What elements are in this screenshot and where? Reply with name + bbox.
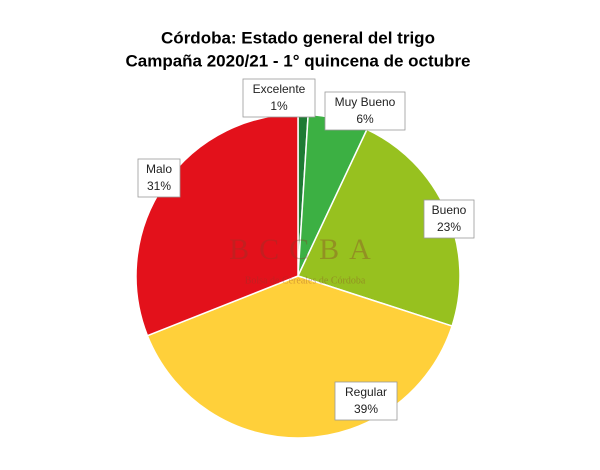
value-label: 1%: [270, 99, 288, 113]
label-box: [137, 158, 181, 198]
value-label: 31%: [147, 179, 171, 193]
value-label: 23%: [437, 220, 461, 234]
watermark-text: BCCBA: [229, 233, 381, 266]
category-label: Excelente: [253, 82, 306, 96]
category-label: Bueno: [432, 203, 467, 217]
value-label: 39%: [354, 402, 378, 416]
value-label: 6%: [356, 112, 374, 126]
watermark-subtext: Bolsa de Cereales de Córdoba: [245, 275, 366, 286]
category-label: Malo: [146, 162, 172, 176]
chart-title: Córdoba: Estado general del trigo: [161, 28, 435, 47]
label-box: [423, 199, 475, 239]
label-box: [334, 381, 398, 421]
labels: Excelente 1% Muy Bueno 6% Bueno 23% Regular 39%…: [137, 78, 475, 421]
label-box: [242, 78, 316, 118]
category-label: Regular: [345, 385, 387, 399]
label-box: [324, 91, 406, 131]
category-label: Muy Bueno: [335, 95, 396, 109]
watermark: BCCBA Bolsa de Cereales de Córdoba: [229, 233, 381, 286]
chart-subtitle: Campaña 2020/21 - 1° quincena de octubre: [125, 51, 470, 70]
